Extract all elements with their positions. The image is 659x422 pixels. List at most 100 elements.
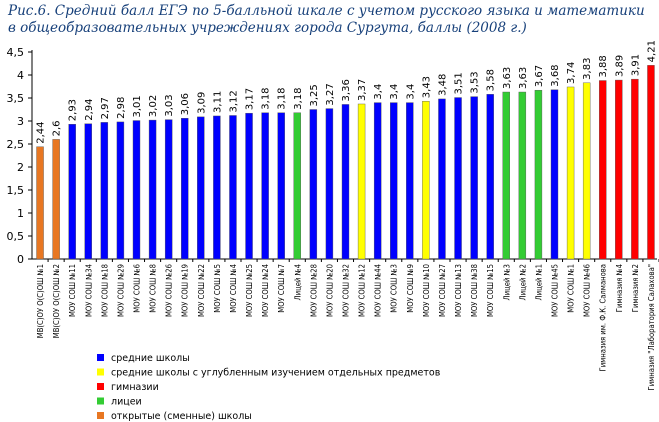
y-tick-label: 1 <box>17 207 24 220</box>
data-label: 3,18 <box>293 87 304 109</box>
category-label: МОУ СОШ №34 <box>84 264 93 317</box>
bar <box>52 139 60 260</box>
legend-swatch <box>97 383 104 390</box>
bar <box>566 86 575 260</box>
legend-label: гимназии <box>111 382 159 393</box>
bar <box>164 119 173 260</box>
data-label: 3,02 <box>148 95 159 117</box>
category-label: Гимназия "Лаборатория Салахова" <box>647 264 656 390</box>
data-label: 3,4 <box>373 84 384 100</box>
bar <box>84 123 92 260</box>
category-label: МОУ СОШ №7 <box>277 264 286 313</box>
data-label: 3,03 <box>164 94 175 116</box>
data-label: 3,01 <box>132 95 143 117</box>
category-labels: МВ(С)ОУ О(С)ОШ №1 МВ(С)ОУ О(С)ОШ №2 МОУ СО… <box>36 264 656 390</box>
bar <box>36 146 44 260</box>
legend-swatch <box>97 397 104 405</box>
category-label: Гимназия №2 <box>631 264 640 312</box>
data-label: 3,17 <box>245 88 256 110</box>
data-label: 2,44 <box>36 121 47 143</box>
bar <box>550 89 559 260</box>
bar <box>229 115 237 260</box>
y-tick-label: 2,5 <box>7 138 25 151</box>
category-label: МОУ СОШ №19 <box>181 264 190 317</box>
bar <box>309 109 318 260</box>
data-label: 3,06 <box>180 93 191 115</box>
bar <box>116 121 125 260</box>
category-label: МОУ СОШ №24 <box>261 264 270 317</box>
category-label: МОУ СОШ №11 <box>68 264 77 317</box>
bar <box>631 78 639 260</box>
y-tick-label: 4 <box>17 69 24 82</box>
data-label: 3,36 <box>341 79 352 101</box>
bar <box>534 89 543 260</box>
legend-label: средние школы <box>111 353 190 364</box>
data-label: 3,53 <box>470 71 481 93</box>
data-label: 3,67 <box>534 65 545 87</box>
data-label: 3,48 <box>437 74 448 96</box>
data-label: 3,58 <box>486 69 497 91</box>
data-label: 3,18 <box>261 87 272 109</box>
data-label: 3,89 <box>614 55 625 77</box>
category-label: Гимназия им. Ф.К. Салманова <box>599 264 608 371</box>
bar <box>213 115 221 260</box>
data-label: 3,27 <box>325 83 336 105</box>
category-label: МОУ СОШ №18 <box>100 264 109 317</box>
category-label: МОУ СОШ №32 <box>342 264 351 317</box>
data-label: 3,51 <box>454 72 465 94</box>
data-label: 3,83 <box>582 58 593 80</box>
category-label: МОУ СОШ №25 <box>245 264 254 317</box>
bar <box>470 96 478 260</box>
bar <box>599 80 607 260</box>
category-label: МОУ СОШ №20 <box>325 264 334 317</box>
category-label: МОУ СОШ №26 <box>165 264 174 317</box>
data-labels: 2,44 2,6 2,93 2,94 2,97 2,98 3,01 3,02 3,03 3,06 3… <box>36 40 658 144</box>
chart-legend: средние школы средние школы с углубленным… <box>97 353 441 422</box>
category-label: МВ(С)ОУ О(С)ОШ №1 <box>36 264 45 338</box>
bar <box>293 112 301 260</box>
category-label: МОУ СОШ №46 <box>583 264 592 317</box>
category-label: Лицей №3 <box>502 264 511 301</box>
y-tick-label: 1,5 <box>7 184 25 197</box>
bar <box>325 108 334 260</box>
bar <box>438 98 446 260</box>
y-tick-label: 0,5 <box>7 230 25 243</box>
data-label: 3,88 <box>598 55 609 77</box>
bar <box>245 112 253 260</box>
bar <box>582 82 591 260</box>
data-label: 3,63 <box>518 67 529 89</box>
bar <box>181 118 189 260</box>
bar <box>277 112 285 260</box>
bar <box>132 120 141 260</box>
data-label: 3,68 <box>550 64 561 86</box>
data-label: 4,21 <box>646 40 657 62</box>
category-label: МОУ СОШ №28 <box>309 264 318 317</box>
y-tick-label: 3 <box>17 115 24 128</box>
data-label: 2,6 <box>52 120 63 136</box>
legend-swatch <box>97 412 104 419</box>
bar <box>341 104 350 260</box>
y-tick-label: 0 <box>17 253 24 266</box>
legend-label: лицеи <box>111 397 142 408</box>
legend-label: средние школы с углубленным изучением от… <box>111 368 441 379</box>
category-label: МОУ СОШ №22 <box>197 264 206 317</box>
category-label: МОУ СОШ №44 <box>374 264 383 317</box>
data-label: 3,37 <box>357 79 368 101</box>
legend-swatch <box>97 368 104 376</box>
category-label: МОУ СОШ №9 <box>406 264 415 313</box>
data-label: 3,63 <box>502 67 513 89</box>
category-label: Гимназия №4 <box>615 264 624 312</box>
data-label: 3,91 <box>630 54 641 76</box>
category-label: МОУ СОШ №10 <box>422 264 431 317</box>
bar <box>373 102 382 260</box>
bar <box>422 101 430 260</box>
bar <box>502 91 510 260</box>
data-label: 2,94 <box>84 98 95 120</box>
category-label: Лицей №1 <box>534 264 543 301</box>
data-label: 2,93 <box>68 99 79 121</box>
category-label: Лицей №2 <box>518 264 527 301</box>
category-label: МОУ СОШ №3 <box>390 264 399 313</box>
bar <box>100 122 109 260</box>
category-label: МОУ СОШ №38 <box>470 264 479 317</box>
